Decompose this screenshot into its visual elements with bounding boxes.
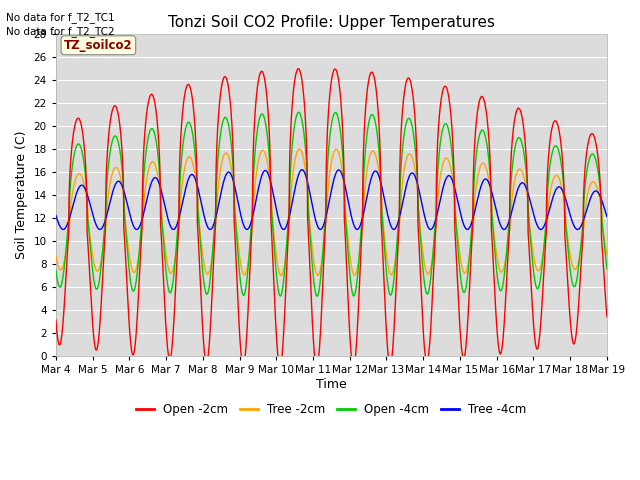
X-axis label: Time: Time <box>316 378 347 391</box>
Title: Tonzi Soil CO2 Profile: Upper Temperatures: Tonzi Soil CO2 Profile: Upper Temperatur… <box>168 15 495 30</box>
Y-axis label: Soil Temperature (C): Soil Temperature (C) <box>15 131 28 259</box>
Text: No data for f_T2_TC1: No data for f_T2_TC1 <box>6 12 115 23</box>
Text: No data for f_T2_TC2: No data for f_T2_TC2 <box>6 26 115 37</box>
Text: TZ_soilco2: TZ_soilco2 <box>64 39 132 52</box>
Legend: Open -2cm, Tree -2cm, Open -4cm, Tree -4cm: Open -2cm, Tree -2cm, Open -4cm, Tree -4… <box>131 398 531 421</box>
